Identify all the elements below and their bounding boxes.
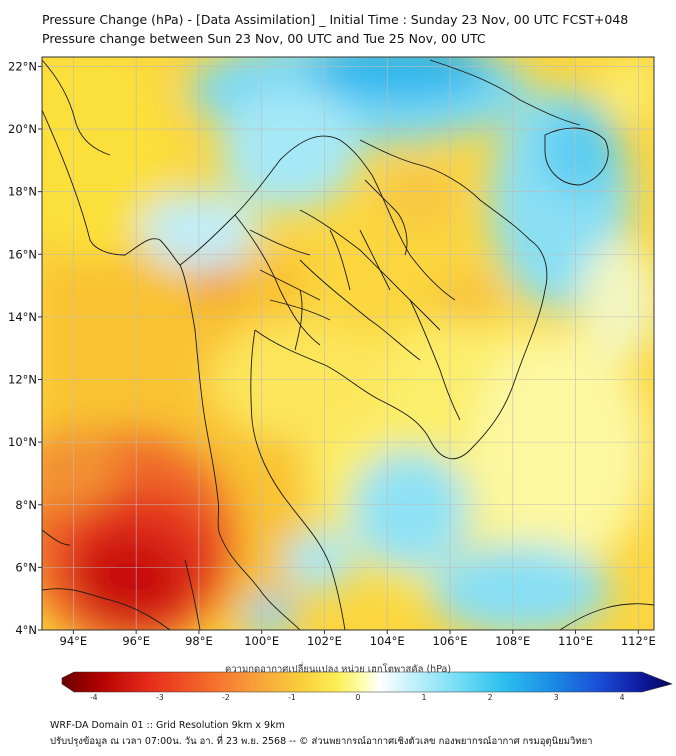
lat-label: 16°N bbox=[8, 247, 37, 261]
colorbar: -4 -3 -2 -1 0 1 2 3 4 bbox=[61, 671, 673, 702]
colorbar-bar bbox=[61, 671, 673, 693]
lat-label: 22°N bbox=[8, 59, 37, 73]
lon-label: 94°E bbox=[60, 634, 88, 648]
colorbar-tick-label: -2 bbox=[222, 693, 230, 702]
lon-label: 110°E bbox=[558, 634, 593, 648]
footer-model-info: WRF-DA Domain 01 :: Grid Resolution 9km … bbox=[50, 720, 285, 731]
lat-label: 20°N bbox=[8, 122, 37, 136]
pressure-field bbox=[42, 57, 654, 630]
colorbar-ticks: -4 -3 -2 -1 0 1 2 3 4 bbox=[90, 693, 625, 702]
colorbar-tick-label: -1 bbox=[288, 693, 296, 702]
lat-label: 12°N bbox=[8, 373, 37, 387]
lon-label: 96°E bbox=[122, 634, 150, 648]
lon-label: 98°E bbox=[185, 634, 213, 648]
lat-label: 10°N bbox=[8, 435, 37, 449]
map-title: Pressure Change (hPa) - [Data Assimilati… bbox=[42, 12, 629, 27]
country-borders bbox=[42, 59, 654, 630]
lat-label: 18°N bbox=[8, 185, 37, 199]
lon-label: 112°E bbox=[621, 634, 656, 648]
colorbar-tick-label: 2 bbox=[488, 693, 493, 702]
longitude-axis: 94°E 96°E 98°E 100°E 102°E 104°E 106°E 108°E 110… bbox=[60, 630, 656, 648]
lon-label: 102°E bbox=[307, 634, 342, 648]
lat-label: 8°N bbox=[15, 498, 37, 512]
colorbar-tick-label: 1 bbox=[422, 693, 427, 702]
colorbar-label: ความกดอากาศเปลี่ยนแปลง หน่วย เฮกโตพาสคัล… bbox=[224, 664, 452, 675]
lat-label: 4°N bbox=[15, 623, 37, 637]
colorbar-tick-label: -4 bbox=[90, 693, 98, 702]
colorbar-tick-label: 4 bbox=[620, 693, 625, 702]
colorbar-tick-label: 0 bbox=[356, 693, 361, 702]
lat-label: 6°N bbox=[15, 560, 37, 574]
latitude-axis: 22°N 20°N 18°N 16°N 14°N 12°N 10°N 8°N 6°N 4°N bbox=[8, 59, 42, 637]
lon-label: 106°E bbox=[433, 634, 468, 648]
lat-label: 14°N bbox=[8, 310, 37, 324]
lon-label: 108°E bbox=[495, 634, 530, 648]
lon-label: 104°E bbox=[370, 634, 405, 648]
map-subtitle: Pressure change between Sun 23 Nov, 00 U… bbox=[42, 31, 486, 46]
footer-update-info: ปรับปรุงข้อมูล ณ เวลา 07:00น. วัน อา. ที… bbox=[50, 736, 593, 747]
plot-frame bbox=[41, 56, 655, 631]
colorbar-tick-label: -3 bbox=[156, 693, 164, 702]
colorbar-tick-label: 3 bbox=[554, 693, 559, 702]
lon-label: 100°E bbox=[244, 634, 279, 648]
graticule bbox=[42, 57, 654, 630]
